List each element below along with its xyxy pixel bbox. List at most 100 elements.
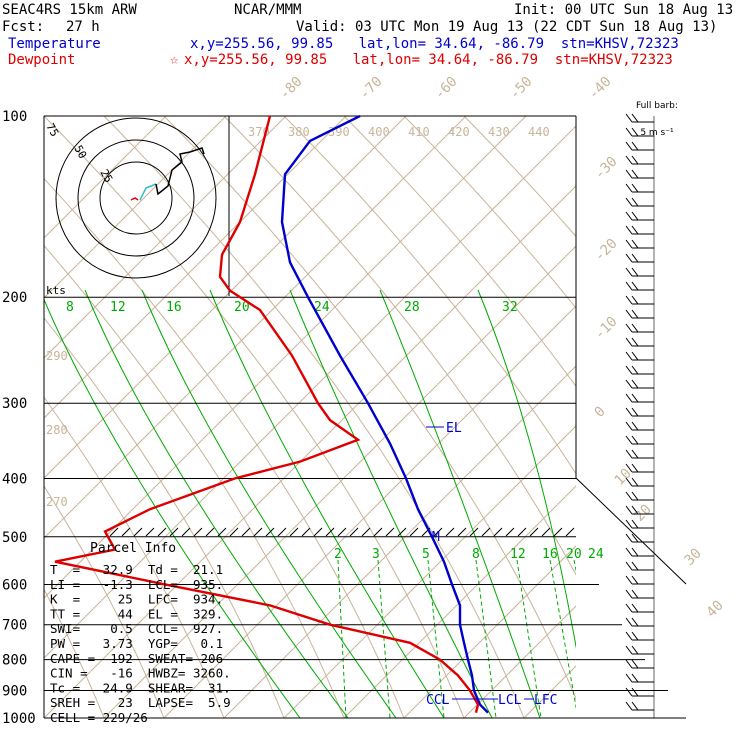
barb-flag (631, 267, 639, 277)
wind-barb (625, 603, 654, 613)
wind-barb (625, 463, 654, 473)
tropopause-hatch (229, 527, 239, 537)
wind-barb (625, 169, 654, 179)
mixing-ratio-dashed-line (427, 559, 445, 718)
isotherm-line (44, 116, 167, 239)
hodograph-trace-low (130, 197, 139, 201)
hodograph-trace-upper (155, 147, 205, 196)
hodograph-trace-mid (139, 183, 157, 201)
wind-barb (625, 645, 654, 655)
barb-flag (625, 365, 633, 375)
wind-barb (625, 435, 654, 445)
tropopause-hatch (325, 527, 335, 537)
isotherm-label-right: 40 (704, 598, 727, 621)
barb-key-line2: 5 m s⁻¹ (640, 128, 674, 138)
barb-flag (631, 239, 639, 249)
dry-adiabat-line (103, 116, 525, 718)
barb-flag (631, 323, 639, 333)
isotherm-lines (44, 116, 740, 718)
barb-flag (625, 589, 633, 599)
wind-barb (625, 183, 654, 193)
barb-flag (625, 449, 633, 459)
plot-frame (43, 115, 687, 718)
mixing-ratio-line (477, 289, 576, 650)
hodograph-ring-label: 50 (71, 143, 89, 161)
tropopause-hatch (277, 527, 287, 537)
barb-flag (625, 463, 633, 473)
isotherm-line (644, 116, 740, 718)
temperature-location-info: x,y=255.56, 99.85 lat,lon= 34.64, -86.79… (190, 36, 679, 52)
wind-barb (625, 337, 654, 347)
tropopause-hatch (493, 527, 503, 537)
pressure-tick-label: 300 (2, 396, 27, 412)
mixing-ratio-label: 12 (110, 300, 126, 315)
tropopause-hatch (109, 527, 119, 537)
organization: NCAR/MMM (234, 2, 302, 18)
wind-barb (625, 407, 654, 417)
wind-barb (625, 631, 654, 641)
right-frame-diagonal (575, 477, 687, 585)
dewpoint-trace (54, 115, 480, 713)
barb-flag (625, 519, 633, 529)
tropopause-hatch (193, 527, 203, 537)
wind-barb (625, 519, 654, 529)
wind-barb (625, 127, 654, 137)
barb-flag (631, 547, 639, 557)
barb-flag (625, 421, 633, 431)
barb-flag (631, 435, 639, 445)
wind-barb (625, 225, 654, 235)
mixing-ratio-line (44, 298, 301, 718)
barb-flag (625, 169, 633, 179)
wind-barb (625, 309, 654, 319)
isotherm-label-right: -10 (592, 314, 621, 343)
wind-barb (625, 505, 654, 515)
dry-adiabat-line (223, 116, 576, 576)
barb-flag (631, 463, 639, 473)
tropopause-hatch (457, 527, 467, 537)
mixing-ratio-label: 24 (314, 300, 330, 315)
mixing-ratio-dashed-line (337, 559, 347, 718)
el-label: EL (446, 421, 462, 436)
mixing-ratio-label-lower: 5 (422, 547, 430, 562)
barb-flag (625, 197, 633, 207)
mixing-ratio-label-lower: 24 (588, 547, 604, 562)
isotherm-label-top: -50 (507, 74, 536, 103)
pressure-tick-label: 800 (2, 653, 27, 669)
barb-flag (631, 687, 639, 697)
wind-barb (625, 113, 654, 123)
barb-flag (625, 505, 633, 515)
mixing-ratio-label: 16 (166, 300, 182, 315)
mixing-ratio-dashed-line (549, 559, 576, 710)
barb-flag (631, 127, 639, 137)
barb-flag (625, 211, 633, 221)
tropopause-hatch (337, 527, 347, 537)
barb-flag (631, 211, 639, 221)
barb-flag (631, 393, 639, 403)
barb-flag (625, 379, 633, 389)
wind-barb (625, 211, 654, 221)
barb-flag (625, 701, 633, 711)
level-annotations: EL M CCL LCL LFC (426, 421, 557, 708)
tropopause-hatch (397, 527, 407, 537)
tropopause-hatch (361, 527, 371, 537)
wind-barb (625, 561, 654, 571)
barb-flag (625, 393, 633, 403)
barb-flag (631, 617, 639, 627)
barb-flag (631, 631, 639, 641)
parcel-info-row: CAPE = 192 SWEAT= 206 (50, 651, 223, 666)
mixing-ratio-line (84, 289, 349, 718)
pressure-tick-label: 400 (2, 471, 27, 487)
barb-flag (631, 407, 639, 417)
barb-flag (625, 323, 633, 333)
barb-flag (625, 575, 633, 585)
isotherm-line (44, 116, 227, 299)
parcel-info-row: SREH = 23 LAPSE= 5.9 (50, 695, 231, 710)
barb-key-line1: Full barb: (636, 101, 678, 111)
barb-flag (625, 281, 633, 291)
barb-flag (631, 477, 639, 487)
barb-flag (625, 631, 633, 641)
wind-barb (625, 379, 654, 389)
mixing-ratio-label: 32 (502, 300, 518, 315)
tropopause-hatch (157, 527, 167, 537)
